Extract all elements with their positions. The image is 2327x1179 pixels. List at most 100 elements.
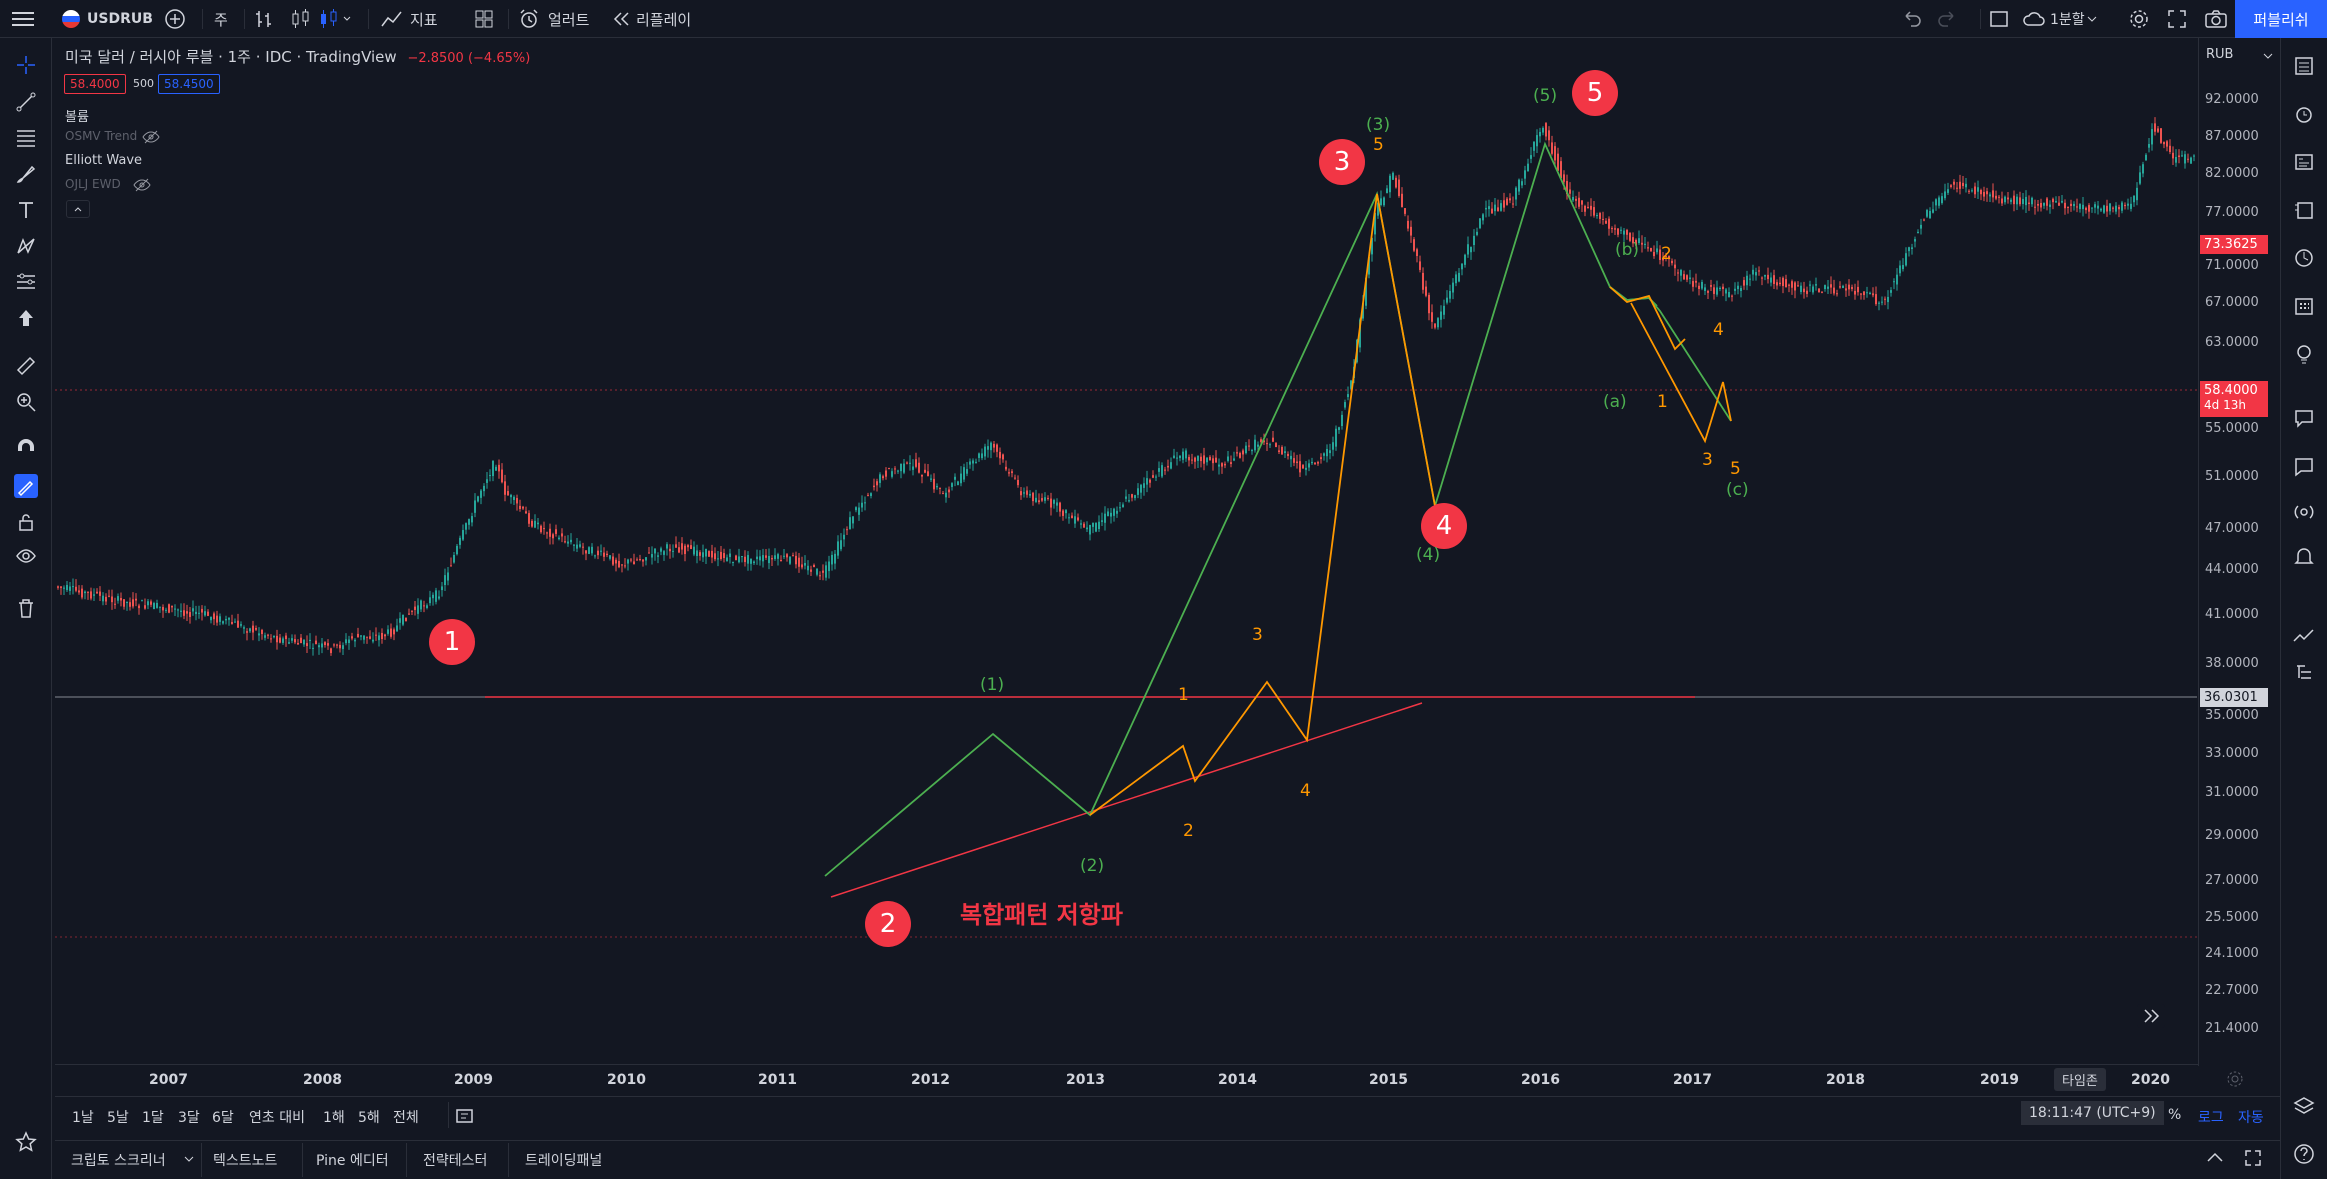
currency-label[interactable]: RUB	[2206, 47, 2234, 62]
camera-icon[interactable]	[2204, 0, 2228, 38]
auto-toggle[interactable]: 자동	[2238, 1110, 2264, 1126]
text-icon[interactable]	[14, 198, 38, 222]
magnet-icon[interactable]	[14, 438, 38, 462]
wave-label-green[interactable]: (4)	[1416, 545, 1441, 565]
wave-label-orange[interactable]: 3	[1702, 450, 1713, 470]
range-button[interactable]: 3달	[178, 1110, 200, 1126]
wave-label-green[interactable]: (2)	[1080, 856, 1105, 876]
wave-marker-1[interactable]: 1	[429, 619, 475, 665]
eye-icon[interactable]	[14, 544, 38, 568]
maximize-panel-icon[interactable]	[2243, 1149, 2263, 1171]
wave-label-orange[interactable]: 5	[1730, 459, 1741, 479]
wave-label-orange[interactable]: 1	[1178, 685, 1189, 705]
price-chart[interactable]	[55, 44, 2197, 1064]
clock-display[interactable]: 18:11:47 (UTC+9)	[2021, 1101, 2164, 1125]
wave-label-orange[interactable]: 1	[1657, 392, 1668, 412]
layout-button[interactable]: 1분할	[2022, 0, 2099, 38]
brush-icon[interactable]	[14, 162, 38, 186]
legend-title[interactable]: 미국 달러 / 러시아 루블 · 1주 · IDC · TradingView	[65, 48, 397, 66]
wave-label-green[interactable]: (1)	[980, 675, 1005, 695]
calendar-icon[interactable]	[2292, 294, 2316, 318]
date-range-icon[interactable]	[454, 1106, 476, 1130]
time-axis[interactable]	[55, 1064, 2198, 1094]
trash-icon[interactable]	[14, 596, 38, 620]
wave-label-orange[interactable]: 2	[1183, 821, 1194, 841]
range-button[interactable]: 5해	[358, 1110, 380, 1126]
layers-icon[interactable]	[2292, 1094, 2316, 1118]
wave-label-orange[interactable]: 4	[1713, 320, 1724, 340]
tab-pine-editor[interactable]: Pine 에디터	[316, 1153, 389, 1169]
indicator-name[interactable]: Elliott Wave	[65, 153, 143, 168]
indicators-button[interactable]: 지표	[380, 0, 438, 38]
wave-label-orange[interactable]: 4	[1300, 781, 1311, 801]
percent-toggle[interactable]: %	[2168, 1107, 2182, 1123]
symbol-search[interactable]: USDRUB	[62, 0, 153, 38]
favorites-star-icon[interactable]	[14, 1130, 38, 1154]
chevron-up-icon[interactable]	[2205, 1149, 2225, 1171]
watchlist-icon[interactable]	[2292, 54, 2316, 78]
settings-icon[interactable]	[2128, 0, 2150, 38]
tab-trading-panel[interactable]: 트레이딩패널	[525, 1153, 603, 1169]
wave-marker-3[interactable]: 3	[1319, 139, 1365, 185]
alarm-clock-icon[interactable]	[2292, 102, 2316, 126]
hotlist-icon[interactable]	[2292, 198, 2316, 222]
trend-line-icon[interactable]	[14, 90, 38, 114]
log-toggle[interactable]: 로그	[2198, 1110, 2224, 1126]
pattern-icon[interactable]	[14, 234, 38, 258]
chevron-down-icon[interactable]	[183, 1151, 195, 1170]
timezone-button[interactable]: 타임존	[2054, 1068, 2106, 1091]
wave-marker-2[interactable]: 2	[865, 901, 911, 947]
wave-label-orange[interactable]: 2	[1661, 244, 1672, 264]
bid-badge[interactable]: 58.4000	[64, 74, 126, 94]
range-button[interactable]: 1달	[142, 1110, 164, 1126]
alert-button[interactable]: 얼러트	[518, 0, 589, 38]
range-button[interactable]: 6달	[212, 1110, 234, 1126]
wave-label-orange[interactable]: 5	[1373, 135, 1384, 155]
prediction-icon[interactable]	[14, 270, 38, 294]
redo-icon[interactable]	[1937, 0, 1959, 38]
chevron-down-icon[interactable]	[2262, 47, 2274, 66]
lightbulb-icon[interactable]	[2292, 342, 2316, 366]
wave-marker-5[interactable]: 5	[1572, 70, 1618, 116]
trading-icon[interactable]	[2292, 624, 2316, 648]
zoom-in-icon[interactable]	[14, 390, 38, 414]
keep-drawing-icon[interactable]	[14, 474, 38, 498]
fib-icon[interactable]	[14, 126, 38, 150]
interval-button[interactable]: 주	[214, 10, 228, 29]
ideas-stream-icon[interactable]	[2292, 246, 2316, 270]
indicator-name[interactable]: 볼륨	[65, 110, 89, 125]
chat-icon[interactable]	[2292, 406, 2316, 430]
wave-marker-4[interactable]: 4	[1421, 503, 1467, 549]
hidden-eye-icon[interactable]	[142, 129, 160, 148]
tab-text-notes[interactable]: 텍스트노트	[213, 1153, 278, 1169]
range-button[interactable]: 연초 대비	[249, 1110, 305, 1126]
candles-icon[interactable]	[290, 0, 312, 38]
expand-icon[interactable]	[2166, 0, 2188, 38]
arrow-up-icon[interactable]	[14, 306, 38, 330]
tab-crypto-screener[interactable]: 크립토 스크리너	[71, 1153, 166, 1169]
replay-button[interactable]: 리플레이	[610, 0, 691, 38]
wave-label-orange[interactable]: 3	[1252, 625, 1263, 645]
notification-bell-icon[interactable]	[2292, 544, 2316, 568]
add-symbol-icon[interactable]	[164, 0, 186, 38]
bar-style-icon[interactable]	[254, 0, 276, 38]
range-button[interactable]: 1해	[323, 1110, 345, 1126]
wave-label-green[interactable]: (a)	[1603, 392, 1627, 412]
object-tree-icon[interactable]	[2292, 660, 2316, 684]
range-button[interactable]: 전체	[393, 1110, 419, 1126]
wave-label-green[interactable]: (5)	[1533, 86, 1558, 106]
ruler-icon[interactable]	[14, 354, 38, 378]
templates-icon[interactable]	[473, 0, 495, 38]
pattern-annotation-text[interactable]: 복합패턴 저항파	[960, 901, 1123, 929]
hidden-eye-icon[interactable]	[133, 177, 151, 196]
undo-icon[interactable]	[1900, 0, 1922, 38]
lock-icon[interactable]	[14, 510, 38, 534]
wave-label-green[interactable]: (c)	[1726, 480, 1749, 500]
menu-icon[interactable]	[12, 0, 34, 38]
publish-button[interactable]: 퍼블리쉬	[2235, 0, 2327, 38]
collapse-legend-button[interactable]	[66, 200, 90, 218]
wave-label-green[interactable]: (b)	[1615, 240, 1640, 260]
axis-settings-icon[interactable]	[2226, 1070, 2244, 1092]
help-icon[interactable]	[2292, 1142, 2316, 1166]
ask-badge[interactable]: 58.4500	[158, 74, 220, 94]
